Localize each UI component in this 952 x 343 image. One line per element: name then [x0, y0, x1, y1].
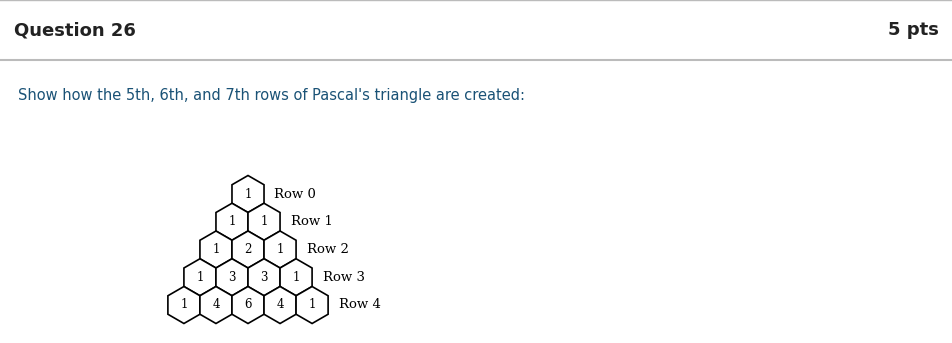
Text: Question 26: Question 26	[14, 21, 136, 39]
Text: 1: 1	[276, 243, 284, 256]
Polygon shape	[168, 286, 200, 323]
Text: 1: 1	[212, 243, 219, 256]
Text: 6: 6	[244, 298, 251, 311]
Text: 1: 1	[180, 298, 188, 311]
Text: 3: 3	[260, 271, 268, 284]
Text: 1: 1	[196, 271, 204, 284]
Text: Row 1: Row 1	[290, 215, 332, 228]
Polygon shape	[280, 259, 311, 296]
Text: 1: 1	[308, 298, 315, 311]
Text: Row 3: Row 3	[322, 271, 365, 284]
Text: Row 0: Row 0	[274, 188, 316, 201]
Text: 4: 4	[212, 298, 220, 311]
Text: Show how the 5th, 6th, and 7th rows of Pascal's triangle are created:: Show how the 5th, 6th, and 7th rows of P…	[18, 88, 525, 103]
Text: Row 4: Row 4	[338, 298, 380, 311]
Polygon shape	[216, 203, 248, 240]
Polygon shape	[231, 176, 264, 213]
Text: 1: 1	[228, 215, 235, 228]
Polygon shape	[200, 286, 231, 323]
Polygon shape	[216, 259, 248, 296]
Polygon shape	[200, 231, 231, 268]
Text: 1: 1	[292, 271, 300, 284]
Polygon shape	[264, 231, 296, 268]
Polygon shape	[296, 286, 327, 323]
Text: 5 pts: 5 pts	[887, 21, 938, 39]
Polygon shape	[248, 203, 280, 240]
Text: Row 2: Row 2	[307, 243, 348, 256]
Text: 1: 1	[244, 188, 251, 201]
Polygon shape	[264, 286, 296, 323]
Polygon shape	[184, 259, 216, 296]
Text: 1: 1	[260, 215, 268, 228]
Text: 2: 2	[244, 243, 251, 256]
Text: 4: 4	[276, 298, 284, 311]
Polygon shape	[231, 231, 264, 268]
Polygon shape	[231, 286, 264, 323]
Polygon shape	[248, 259, 280, 296]
Text: 3: 3	[228, 271, 235, 284]
